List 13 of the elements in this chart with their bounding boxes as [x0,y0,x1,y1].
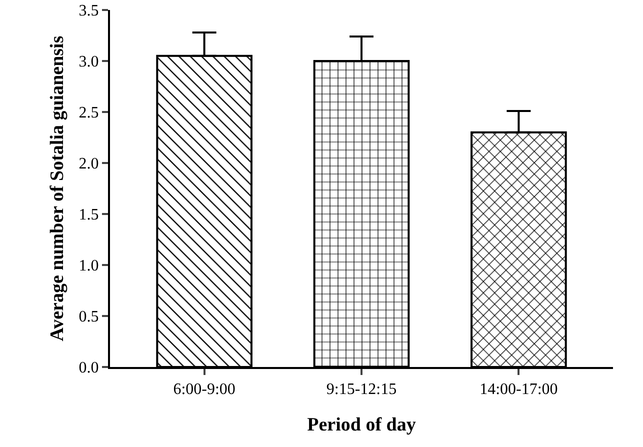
y-tick-label: 2.0 [78,156,99,173]
x-tick-label: 9:15-12:15 [326,381,397,398]
y-tick-label: 0.5 [78,308,99,326]
y-tick-label: 3.0 [78,54,99,71]
y-axis-title: Average number of Sotalia guianensis [47,36,68,342]
y-tick-label: 1.0 [78,258,99,275]
y-tick-label: 1.5 [78,206,99,224]
y-tick-label: 0.0 [78,360,99,377]
x-tick-label: 14:00-17:00 [480,381,558,398]
x-axis-title: Period of day [307,414,416,436]
y-tick-label: 2.5 [78,104,99,122]
x-tick-label: 6:00-9:00 [173,381,236,398]
y-tick-label: 3.5 [78,2,99,20]
